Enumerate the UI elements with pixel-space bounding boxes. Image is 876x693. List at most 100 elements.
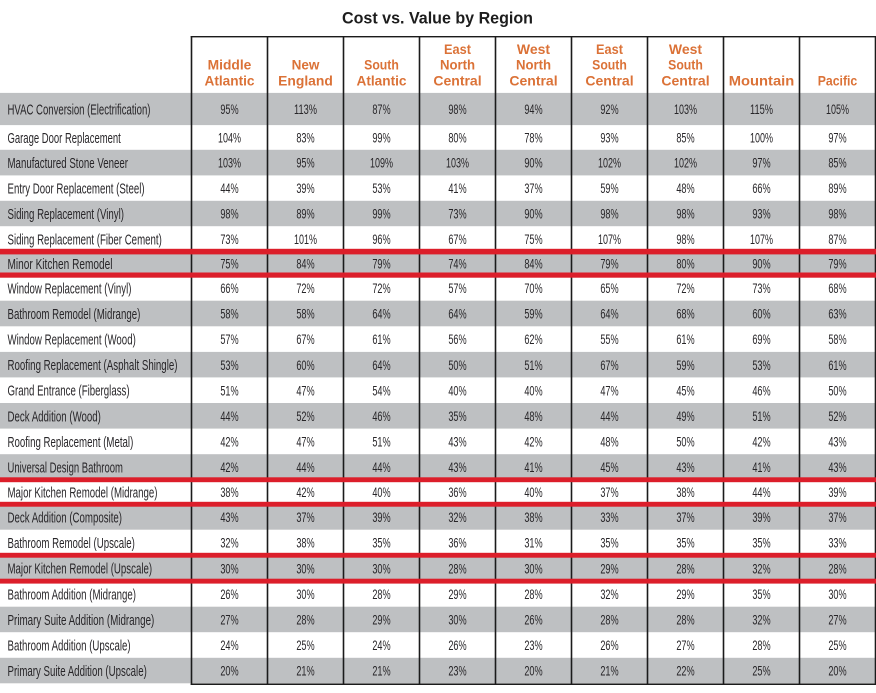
svg-text:57%: 57% [220, 331, 238, 347]
svg-text:21%: 21% [296, 663, 314, 679]
svg-text:39%: 39% [752, 509, 770, 525]
svg-text:Roofing Replacement (Asphalt S: Roofing Replacement (Asphalt Shingle) [8, 357, 178, 374]
svg-text:32%: 32% [448, 509, 466, 525]
svg-text:Window Replacement (Vinyl): Window Replacement (Vinyl) [8, 280, 132, 297]
svg-text:44%: 44% [220, 180, 238, 196]
svg-text:20%: 20% [524, 663, 542, 679]
svg-text:89%: 89% [828, 180, 846, 196]
svg-text:72%: 72% [296, 280, 314, 296]
svg-text:101%: 101% [294, 231, 317, 247]
svg-text:79%: 79% [600, 256, 618, 272]
svg-text:Middle: Middle [208, 57, 252, 73]
svg-text:Mountain: Mountain [729, 73, 795, 89]
svg-text:47%: 47% [600, 382, 618, 398]
svg-text:42%: 42% [220, 459, 238, 475]
svg-text:40%: 40% [372, 484, 390, 500]
svg-text:24%: 24% [220, 637, 238, 653]
svg-text:90%: 90% [524, 206, 542, 222]
svg-text:28%: 28% [296, 612, 314, 628]
svg-text:44%: 44% [220, 408, 238, 424]
svg-text:60%: 60% [296, 357, 314, 373]
svg-text:Siding Replacement (Vinyl): Siding Replacement (Vinyl) [8, 206, 125, 223]
svg-text:66%: 66% [220, 280, 238, 296]
svg-text:89%: 89% [296, 206, 314, 222]
svg-text:Central: Central [585, 73, 633, 89]
svg-text:44%: 44% [296, 459, 314, 475]
svg-text:East: East [444, 41, 471, 57]
svg-text:Central: Central [509, 73, 557, 89]
svg-text:36%: 36% [448, 484, 466, 500]
svg-text:28%: 28% [752, 637, 770, 653]
svg-text:53%: 53% [220, 357, 238, 373]
svg-text:50%: 50% [448, 357, 466, 373]
svg-text:107%: 107% [598, 231, 621, 247]
svg-text:38%: 38% [524, 509, 542, 525]
svg-text:85%: 85% [828, 155, 846, 171]
svg-text:41%: 41% [752, 459, 770, 475]
svg-text:49%: 49% [676, 408, 694, 424]
svg-text:Atlantic: Atlantic [205, 73, 255, 89]
svg-text:35%: 35% [752, 535, 770, 551]
svg-text:80%: 80% [676, 256, 694, 272]
svg-text:58%: 58% [296, 306, 314, 322]
svg-text:87%: 87% [372, 101, 390, 117]
svg-text:37%: 37% [676, 509, 694, 525]
svg-text:Major Kitchen Remodel (Upscale: Major Kitchen Remodel (Upscale) [8, 561, 153, 578]
svg-text:105%: 105% [826, 101, 849, 117]
svg-text:37%: 37% [524, 180, 542, 196]
svg-text:North: North [440, 57, 475, 73]
svg-text:25%: 25% [828, 637, 846, 653]
svg-text:52%: 52% [296, 408, 314, 424]
svg-text:42%: 42% [220, 434, 238, 450]
svg-text:Window Replacement (Wood): Window Replacement (Wood) [8, 332, 136, 349]
svg-text:30%: 30% [524, 560, 542, 576]
svg-text:West: West [669, 41, 703, 57]
svg-text:Entry Door Replacement (Steel): Entry Door Replacement (Steel) [8, 181, 145, 198]
svg-text:70%: 70% [524, 280, 542, 296]
svg-text:103%: 103% [446, 155, 469, 171]
svg-text:Bathroom Remodel (Midrange): Bathroom Remodel (Midrange) [8, 306, 141, 323]
svg-text:27%: 27% [828, 612, 846, 628]
svg-text:73%: 73% [220, 231, 238, 247]
svg-text:33%: 33% [600, 509, 618, 525]
svg-text:95%: 95% [296, 155, 314, 171]
svg-text:78%: 78% [524, 130, 542, 146]
svg-text:39%: 39% [828, 484, 846, 500]
svg-text:29%: 29% [372, 612, 390, 628]
svg-text:30%: 30% [220, 560, 238, 576]
svg-text:South: South [668, 57, 703, 73]
svg-text:South: South [364, 57, 399, 73]
svg-text:55%: 55% [600, 331, 618, 347]
svg-text:40%: 40% [448, 382, 466, 398]
svg-text:66%: 66% [752, 180, 770, 196]
svg-text:38%: 38% [676, 484, 694, 500]
svg-text:67%: 67% [296, 331, 314, 347]
svg-text:42%: 42% [296, 484, 314, 500]
svg-text:44%: 44% [372, 459, 390, 475]
svg-text:23%: 23% [524, 637, 542, 653]
svg-text:46%: 46% [372, 408, 390, 424]
svg-text:45%: 45% [600, 459, 618, 475]
svg-text:97%: 97% [752, 155, 770, 171]
svg-text:25%: 25% [752, 663, 770, 679]
svg-text:98%: 98% [676, 231, 694, 247]
svg-text:109%: 109% [370, 155, 393, 171]
svg-text:Pacific: Pacific [818, 73, 858, 89]
svg-text:42%: 42% [752, 434, 770, 450]
svg-text:28%: 28% [448, 560, 466, 576]
svg-text:61%: 61% [676, 331, 694, 347]
svg-text:61%: 61% [828, 357, 846, 373]
svg-text:99%: 99% [372, 130, 390, 146]
svg-text:73%: 73% [752, 280, 770, 296]
svg-text:98%: 98% [600, 206, 618, 222]
svg-text:28%: 28% [676, 560, 694, 576]
svg-text:63%: 63% [828, 306, 846, 322]
svg-text:22%: 22% [676, 663, 694, 679]
svg-text:Garage Door Replacement: Garage Door Replacement [8, 130, 122, 147]
svg-text:45%: 45% [676, 382, 694, 398]
svg-text:98%: 98% [828, 206, 846, 222]
svg-text:75%: 75% [220, 256, 238, 272]
svg-text:Central: Central [661, 73, 709, 89]
svg-text:72%: 72% [372, 280, 390, 296]
svg-text:48%: 48% [676, 180, 694, 196]
